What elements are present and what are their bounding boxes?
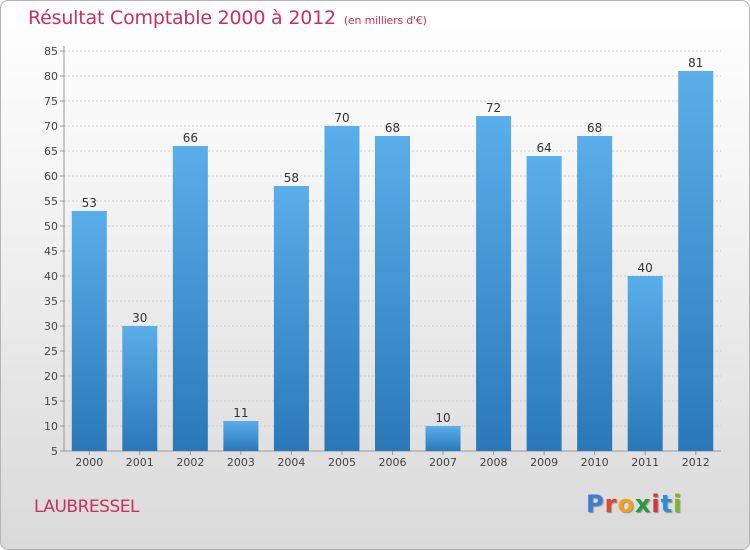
x-tick-label-2005: 2005	[328, 456, 356, 469]
x-tick-label-2007: 2007	[429, 456, 457, 469]
bar-top-2004	[273, 186, 309, 188]
value-label-2006: 68	[385, 121, 400, 135]
bar-top-2007	[425, 426, 461, 428]
y-tick-label: 15	[44, 395, 58, 408]
x-tick-label-2004: 2004	[277, 456, 305, 469]
bar-2008	[476, 116, 512, 451]
value-label-2005: 70	[334, 111, 349, 125]
commune-name: LAUBRESSEL	[34, 497, 139, 517]
chart-title-text: Résultat Comptable 2000 à 2012	[28, 7, 336, 29]
y-tick-label: 25	[44, 345, 58, 358]
value-label-2004: 58	[284, 171, 299, 185]
logo-letter: r	[604, 490, 618, 518]
value-label-2011: 40	[638, 261, 653, 275]
x-tick-label-2006: 2006	[379, 456, 407, 469]
x-tick-label-2012: 2012	[682, 456, 710, 469]
bar-top-2008	[476, 116, 512, 118]
bar-top-2001	[122, 326, 158, 328]
y-tick-label: 40	[44, 270, 58, 283]
bar-2005	[324, 126, 360, 451]
value-label-2010: 68	[587, 121, 602, 135]
y-tick-label: 50	[44, 220, 58, 233]
bar-top-2009	[526, 156, 562, 158]
bar-2004	[273, 186, 309, 451]
bar-2007	[425, 426, 461, 451]
value-label-2001: 30	[132, 311, 147, 325]
bar-top-2003	[223, 421, 259, 423]
value-label-2000: 53	[82, 196, 97, 210]
x-tick-label-2001: 2001	[126, 456, 154, 469]
bar-top-2005	[324, 126, 360, 128]
bar-2011	[627, 276, 663, 451]
bar-top-2012	[678, 71, 714, 73]
x-tick-label-2000: 2000	[75, 456, 103, 469]
y-tick-label: 65	[44, 145, 58, 158]
x-tick-label-2008: 2008	[480, 456, 508, 469]
logo-letter: P	[586, 490, 605, 518]
bar-2010	[577, 136, 613, 451]
x-tick-label-2002: 2002	[176, 456, 204, 469]
bar-2012	[678, 71, 714, 451]
y-tick-label: 10	[44, 420, 58, 433]
chart-title: Résultat Comptable 2000 à 2012 (en millie…	[28, 7, 427, 29]
bar-top-2002	[172, 146, 208, 148]
y-tick-label: 85	[44, 45, 58, 58]
y-tick-label: 5	[51, 445, 58, 458]
logo-letter: o	[617, 490, 635, 518]
bar-2001	[122, 326, 158, 451]
bar-top-2011	[627, 276, 663, 278]
x-tick-label-2010: 2010	[581, 456, 609, 469]
y-tick-label: 30	[44, 320, 58, 333]
y-tick-label: 20	[44, 370, 58, 383]
value-label-2002: 66	[183, 131, 198, 145]
bars	[71, 71, 714, 451]
x-tick-label-2009: 2009	[530, 456, 558, 469]
bar-2000	[71, 211, 107, 451]
value-label-2003: 11	[233, 406, 248, 420]
logo-letter: t	[660, 490, 674, 518]
bar-top-2010	[577, 136, 613, 138]
value-label-2009: 64	[536, 141, 551, 155]
bar-top-2006	[375, 136, 410, 138]
value-label-2007: 10	[435, 411, 450, 425]
proxiti-logo[interactable]: Proxiti	[586, 490, 682, 518]
y-tick-label: 75	[44, 95, 58, 108]
logo-letter: x	[634, 490, 652, 518]
x-tick-label-2011: 2011	[631, 456, 659, 469]
chart-unit: (en milliers d'€)	[343, 14, 427, 27]
y-tick-label: 55	[44, 195, 58, 208]
bar-2003	[223, 421, 259, 451]
x-tick-label-2003: 2003	[227, 456, 255, 469]
y-tick-label: 45	[44, 245, 58, 258]
bar-2006	[375, 136, 410, 451]
bar-2009	[526, 156, 562, 451]
bar-2002	[172, 146, 208, 451]
value-label-2008: 72	[486, 101, 501, 115]
y-tick-label: 80	[44, 70, 58, 83]
y-tick-label: 70	[44, 120, 58, 133]
y-tick-label: 35	[44, 295, 58, 308]
data-labels: 53 30 66 11 58 70 68 10 72 64 68 40 81	[82, 56, 704, 425]
value-label-2012: 81	[688, 56, 703, 70]
logo-letter: i	[673, 490, 683, 518]
logo-letter: i	[651, 490, 661, 518]
y-tick-label: 60	[44, 170, 58, 183]
bar-top-2000	[71, 211, 107, 213]
